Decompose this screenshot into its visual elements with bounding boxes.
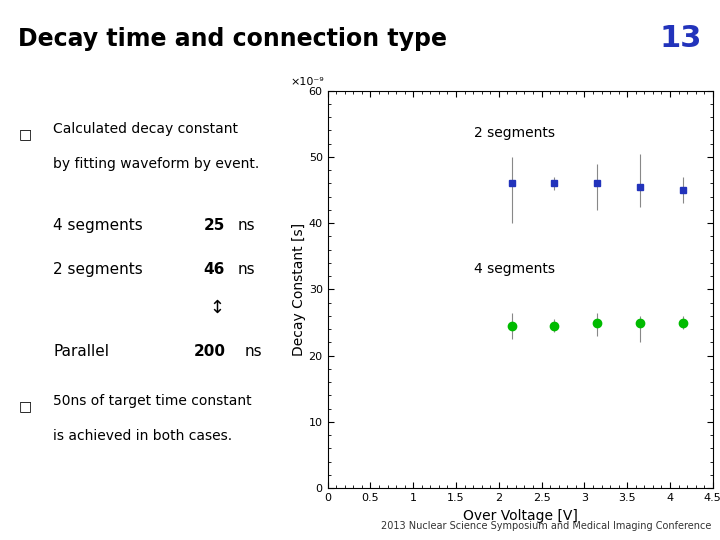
Text: 13: 13 [660,24,702,53]
Text: 2 segments: 2 segments [474,126,555,140]
Text: by fitting waveform by event.: by fitting waveform by event. [53,157,259,171]
Text: Parallel: Parallel [53,345,109,359]
Y-axis label: Decay Constant [s]: Decay Constant [s] [292,223,306,356]
Text: Decay time and connection type: Decay time and connection type [18,27,447,51]
Text: 25: 25 [204,218,225,233]
Text: ↕: ↕ [210,299,225,316]
Text: ×10⁻⁹: ×10⁻⁹ [290,77,324,87]
Text: 46: 46 [204,262,225,276]
Text: 200: 200 [194,345,226,359]
Text: is achieved in both cases.: is achieved in both cases. [53,429,233,443]
Text: □: □ [19,127,32,141]
Text: ns: ns [244,345,262,359]
Text: Calculated decay constant: Calculated decay constant [53,123,238,137]
Text: 2 segments: 2 segments [53,262,143,276]
Text: 4 segments: 4 segments [53,218,143,233]
Text: 4 segments: 4 segments [474,261,555,275]
X-axis label: Over Voltage [V]: Over Voltage [V] [463,509,577,523]
Text: □: □ [19,399,32,413]
Text: ns: ns [238,262,256,276]
Text: ns: ns [238,218,256,233]
Text: 50ns of target time constant: 50ns of target time constant [53,394,252,408]
Text: 2013 Nuclear Science Symposium and Medical Imaging Conference: 2013 Nuclear Science Symposium and Medic… [381,522,711,531]
